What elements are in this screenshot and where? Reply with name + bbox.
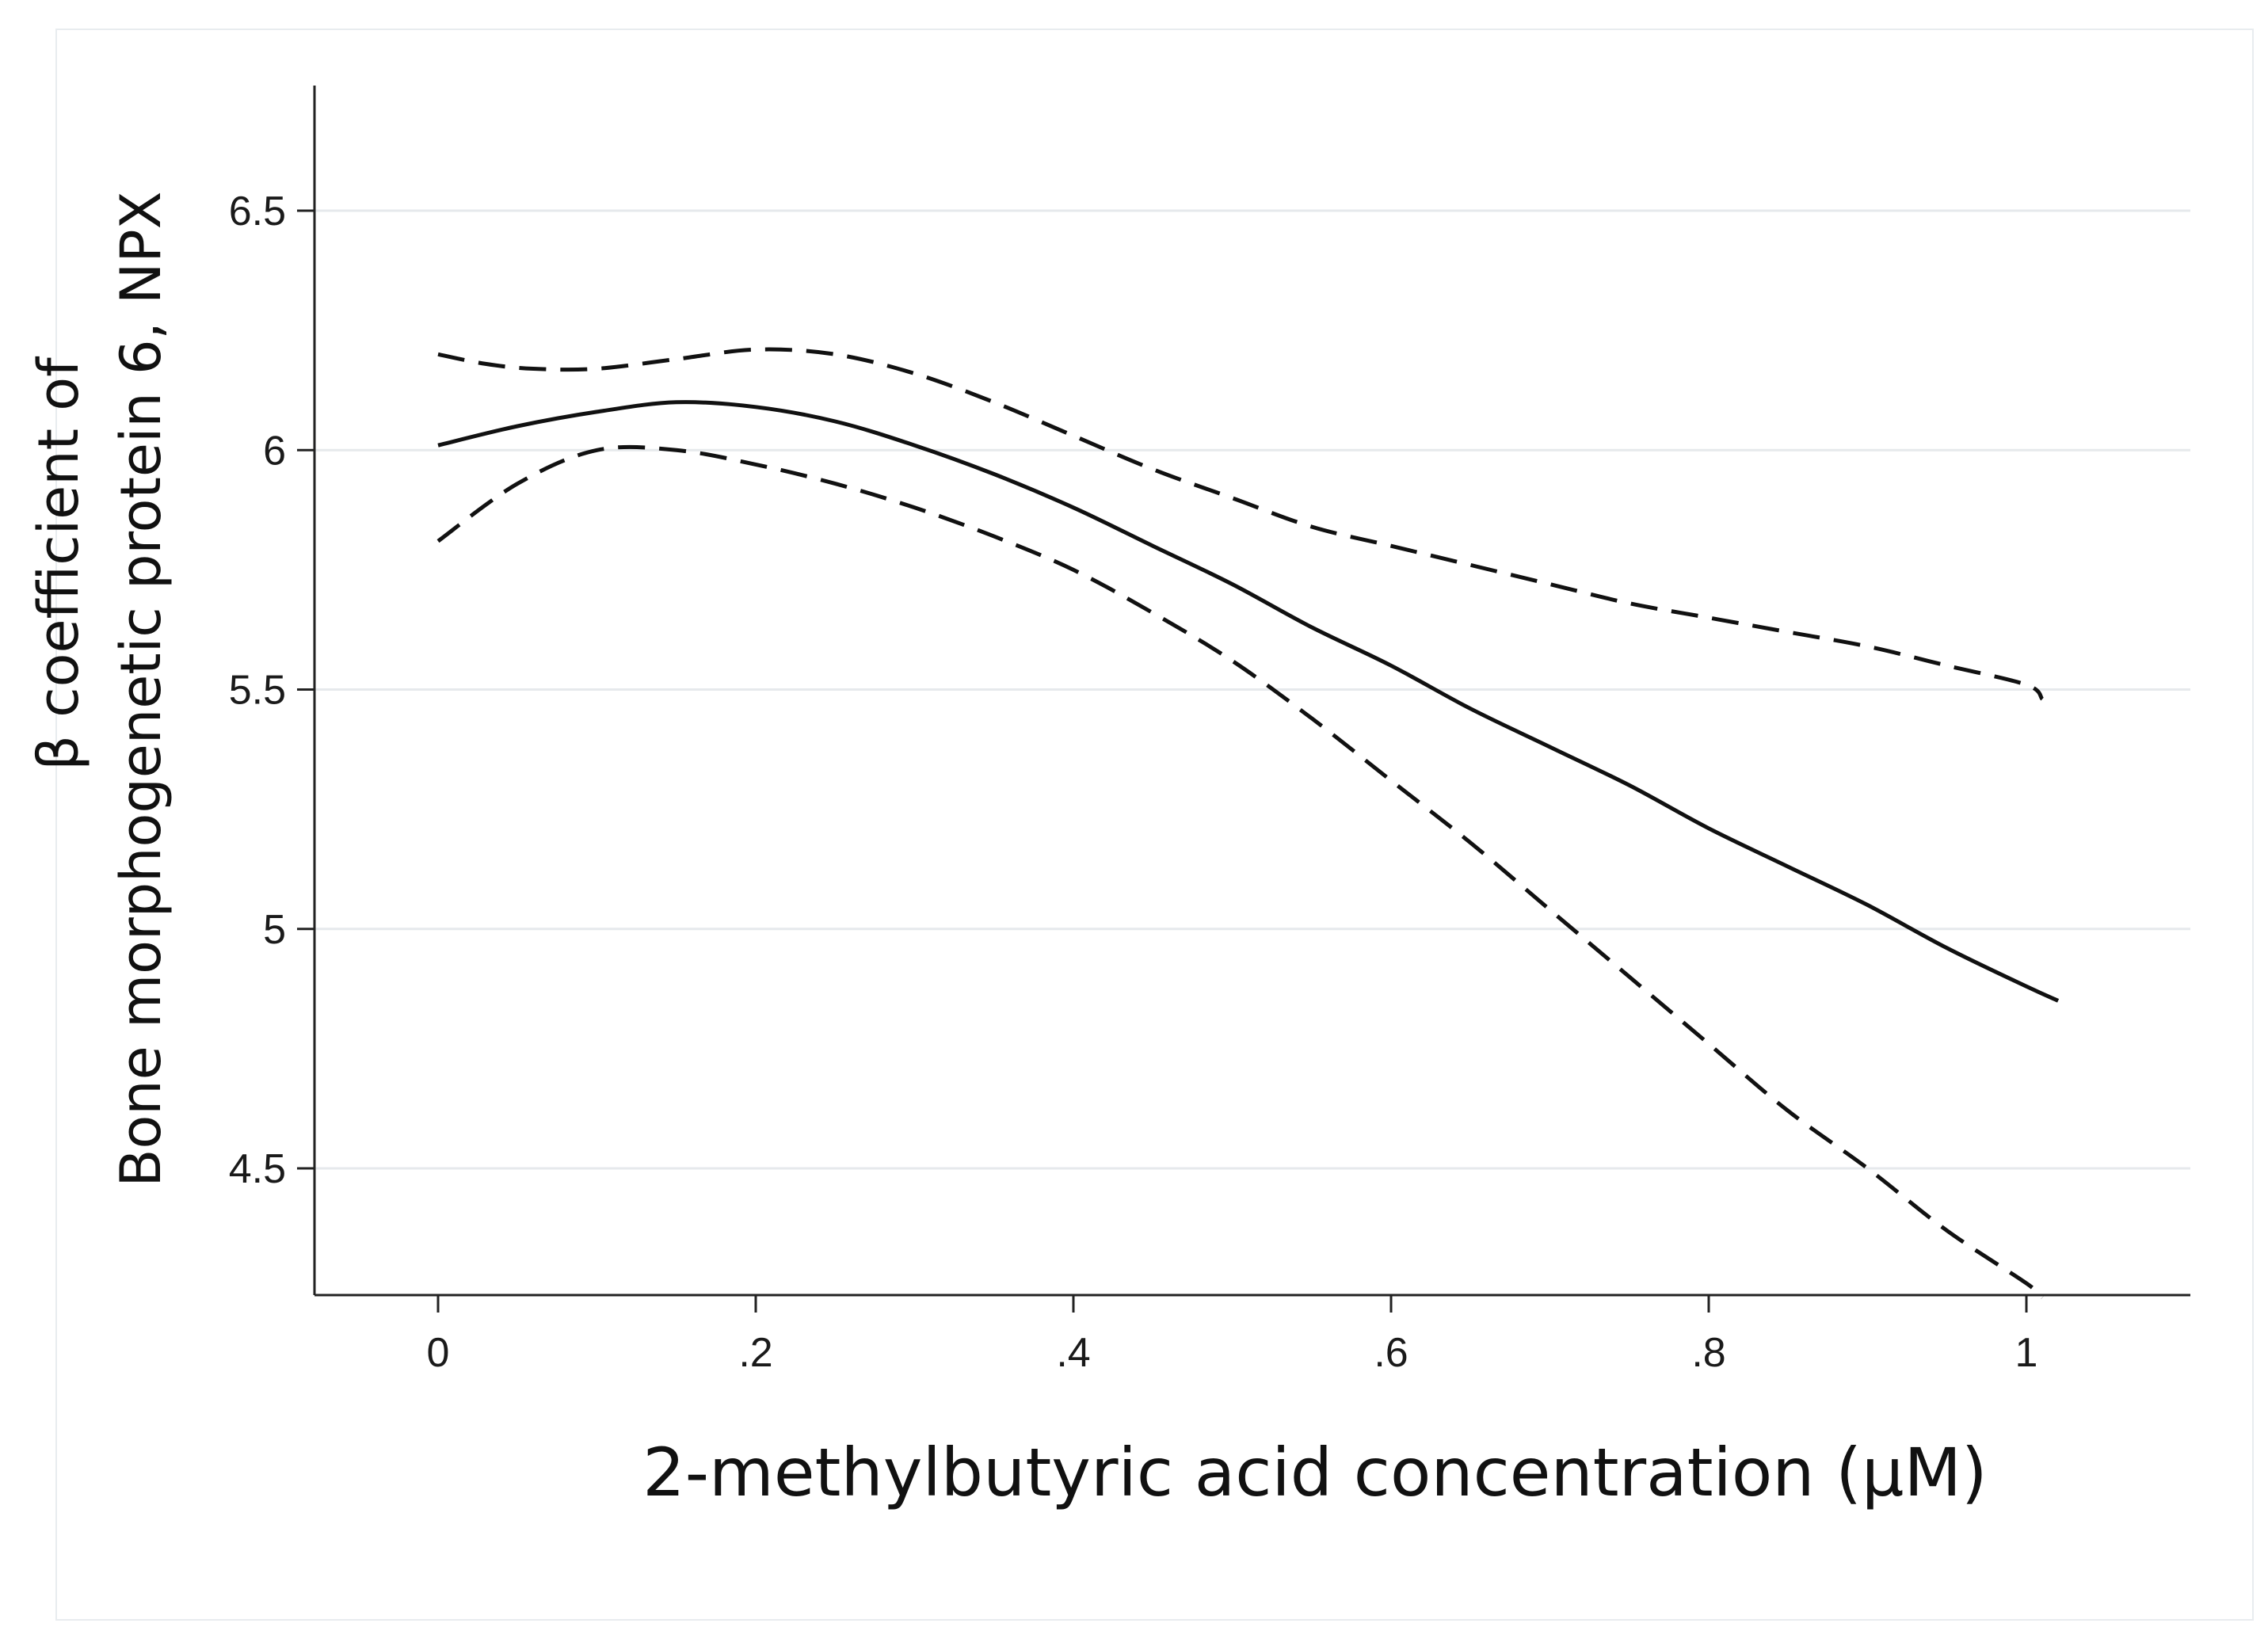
x-tick-label: 0	[427, 1330, 450, 1376]
gridlines	[314, 209, 2190, 1170]
confidence-bound-line	[436, 444, 2044, 1300]
series	[436, 347, 2060, 1300]
x-tick-label: .2	[738, 1330, 772, 1376]
tick-marks: 4.5 5 5.5 6 6.5 0 .2 .4 .6 .8 1	[229, 189, 2038, 1376]
confidence-bound-line	[437, 347, 2045, 701]
y-tick-label: 6	[263, 428, 286, 474]
y-tick-label: 6.5	[229, 189, 286, 234]
y-tick-label: 5	[263, 907, 286, 953]
chart-frame	[55, 29, 2254, 1621]
x-axis-title: 2-methylbutyric acid concentration (μM)	[642, 1434, 1987, 1511]
fitted-line	[437, 400, 2060, 1003]
y-tick-label: 4.5	[229, 1146, 286, 1192]
y-axis-title-line-1: β coefficient of	[26, 356, 91, 771]
x-tick-label: 1	[2015, 1330, 2038, 1376]
x-tick-label: .6	[1374, 1330, 1408, 1376]
x-tick-label: .8	[1691, 1330, 1725, 1376]
x-tick-label: .4	[1056, 1330, 1090, 1376]
y-axis-title-line-2: Bone morphogenetic protein 6, NPX	[109, 191, 173, 1187]
y-tick-label: 5.5	[229, 668, 286, 714]
